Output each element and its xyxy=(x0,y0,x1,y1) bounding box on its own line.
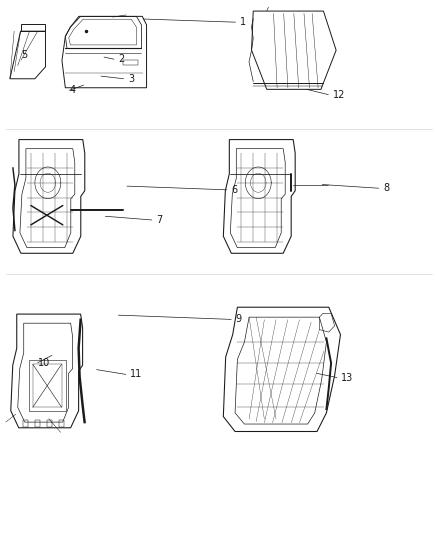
Text: 1: 1 xyxy=(240,17,246,27)
Text: 5: 5 xyxy=(21,50,28,60)
Text: 12: 12 xyxy=(333,90,345,100)
Text: 4: 4 xyxy=(69,85,75,95)
Bar xyxy=(35,420,40,426)
Text: 10: 10 xyxy=(38,358,50,368)
Text: 7: 7 xyxy=(156,215,162,225)
Text: 3: 3 xyxy=(128,74,134,84)
Text: 8: 8 xyxy=(383,183,389,193)
Text: 2: 2 xyxy=(118,54,124,64)
Bar xyxy=(23,420,28,426)
Bar xyxy=(59,420,64,426)
Text: 9: 9 xyxy=(236,314,242,325)
Text: 6: 6 xyxy=(231,185,237,195)
Bar xyxy=(47,420,52,426)
Text: 11: 11 xyxy=(130,369,142,379)
Text: 13: 13 xyxy=(341,373,353,383)
